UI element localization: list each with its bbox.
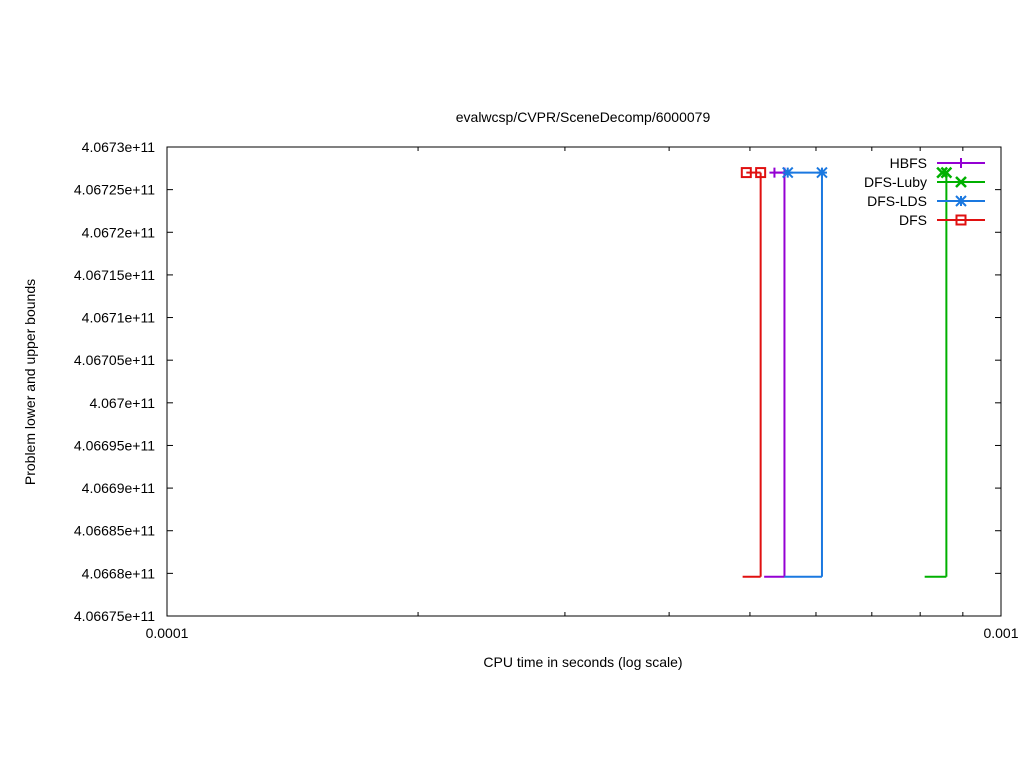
y-tick-label: 4.0672e+11 [82, 224, 156, 240]
y-tick-label: 4.0671e+11 [82, 310, 156, 326]
y-tick-label: 4.06725e+11 [74, 182, 155, 198]
x-marker [940, 166, 953, 179]
series-dfs-luby [924, 166, 953, 578]
y-tick-label: 4.06675e+11 [74, 608, 155, 624]
y-axis-label: Problem lower and upper bounds [22, 279, 38, 485]
star-marker [955, 195, 967, 207]
y-tick-label: 4.06685e+11 [74, 523, 155, 539]
series-dfs-lds [782, 166, 828, 578]
y-tick-label: 4.06715e+11 [74, 267, 155, 283]
y-tick-label: 4.06695e+11 [74, 437, 155, 453]
star-marker [782, 166, 794, 179]
legend-label: DFS-LDS [867, 193, 927, 209]
y-tick-label: 4.0669e+11 [82, 480, 156, 496]
axis-ticks: 4.06675e+11 4.0668e+11 4.06685e+11 4.0669e+… [74, 139, 1019, 641]
y-tick-label: 4.0673e+11 [82, 139, 156, 155]
legend-label: DFS [899, 212, 927, 228]
square-marker [755, 167, 767, 179]
square-marker [740, 167, 752, 179]
y-tick-label: 4.067e+11 [89, 395, 155, 411]
y-tick-label: 4.06705e+11 [74, 352, 155, 368]
legend: HBFS DFS-Luby DFS-LDS DFS [864, 155, 985, 228]
plot-frame [166, 146, 1002, 617]
legend-label: HBFS [890, 155, 927, 171]
x-marker [955, 176, 967, 188]
x-tick-label: 0.0001 [146, 625, 189, 641]
x-tick-label: 0.001 [983, 625, 1018, 641]
x-marker [936, 166, 949, 179]
chart-title: evalwcsp/CVPR/SceneDecomp/6000079 [456, 109, 711, 125]
plus-marker [956, 158, 966, 168]
series-hbfs [764, 167, 790, 578]
series-layer [740, 166, 953, 578]
series-dfs [740, 167, 767, 578]
x-axis-label: CPU time in seconds (log scale) [483, 654, 682, 670]
star-marker [816, 166, 828, 179]
y-tick-label: 4.0668e+11 [82, 565, 156, 581]
square-marker [955, 214, 967, 226]
plus-marker [769, 167, 780, 178]
legend-label: DFS-Luby [864, 174, 927, 190]
